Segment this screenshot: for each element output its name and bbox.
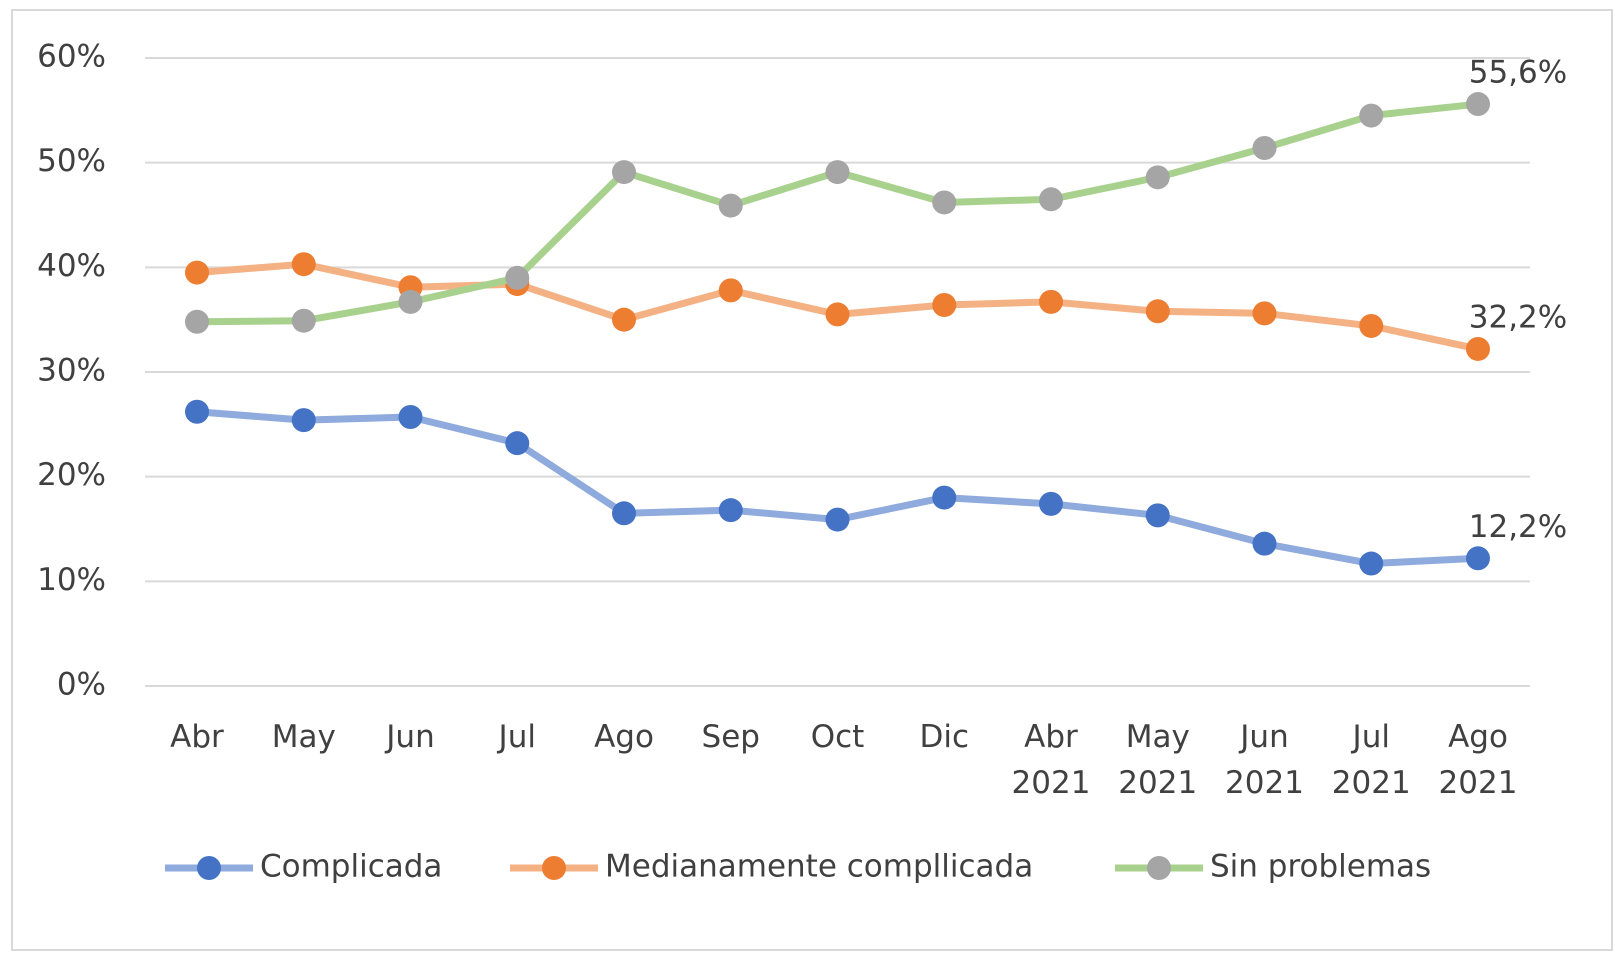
marker (932, 485, 957, 510)
y-tick-label: 50% (37, 143, 106, 179)
marker (1359, 313, 1384, 338)
marker (932, 190, 957, 215)
marker (1466, 546, 1490, 571)
marker (1145, 165, 1170, 190)
data-label: 55,6% (1469, 55, 1567, 91)
marker (398, 405, 423, 430)
marker (718, 498, 743, 523)
x-tick-label: Dic (919, 719, 970, 755)
x-tick-label: Sep (701, 719, 760, 755)
marker (505, 265, 530, 290)
x-tick-label: Jul 2021 (1331, 719, 1411, 801)
marker (291, 408, 316, 433)
series-line (196, 100, 1479, 326)
x-tick-label: Oct (810, 719, 865, 755)
marker (505, 431, 530, 456)
y-tick-label: 10% (37, 562, 106, 598)
marker (1252, 301, 1277, 326)
marker (291, 308, 316, 333)
marker (825, 507, 850, 532)
y-tick-label: 60% (37, 39, 106, 75)
marker (1252, 136, 1277, 161)
marker (185, 399, 209, 424)
marker (1466, 92, 1490, 117)
marker (612, 501, 636, 526)
marker (932, 293, 957, 318)
y-tick-label: 40% (37, 248, 106, 284)
marker (718, 278, 743, 303)
marker (718, 193, 743, 218)
marker (185, 260, 209, 285)
x-tick-label: Jun (386, 719, 435, 755)
marker (1145, 299, 1170, 324)
marker (398, 289, 423, 314)
legend-marker (542, 856, 566, 880)
marker (825, 302, 850, 327)
marker (612, 160, 636, 185)
marker (1359, 551, 1384, 576)
marker (1039, 187, 1063, 212)
legend-marker (197, 856, 221, 880)
marker (1466, 336, 1490, 361)
data-label: 12,2% (1469, 509, 1567, 545)
y-tick-label: 20% (37, 457, 106, 493)
x-tick-label: May 2021 (1118, 719, 1198, 801)
marker (612, 307, 636, 332)
marker (291, 252, 316, 277)
x-tick-label: Ago 2021 (1438, 719, 1518, 801)
marker (825, 160, 850, 185)
legend-label: Sin problemas (1210, 849, 1431, 885)
marker (1039, 289, 1063, 314)
marker (1359, 103, 1384, 128)
x-tick-label: Jul (498, 719, 536, 755)
x-tick-label: Abr 2021 (1011, 719, 1091, 801)
marker (1039, 491, 1063, 516)
marker (185, 309, 209, 334)
legend-label: Complicada (260, 849, 442, 885)
y-tick-label: 0% (57, 667, 106, 703)
y-tick-label: 30% (37, 353, 106, 389)
frame (11, 9, 1613, 951)
marker (1252, 531, 1277, 556)
legend-marker (1147, 856, 1171, 880)
x-tick-label: Ago (594, 719, 654, 755)
marker (1145, 503, 1170, 528)
x-tick-label: May (271, 719, 336, 755)
x-tick-label: Abr (170, 719, 224, 755)
x-tick-label: Jun 2021 (1225, 719, 1304, 801)
data-label: 32,2% (1469, 299, 1567, 335)
legend-label: Medianamente compllicada (605, 849, 1033, 885)
series-line (196, 408, 1479, 568)
